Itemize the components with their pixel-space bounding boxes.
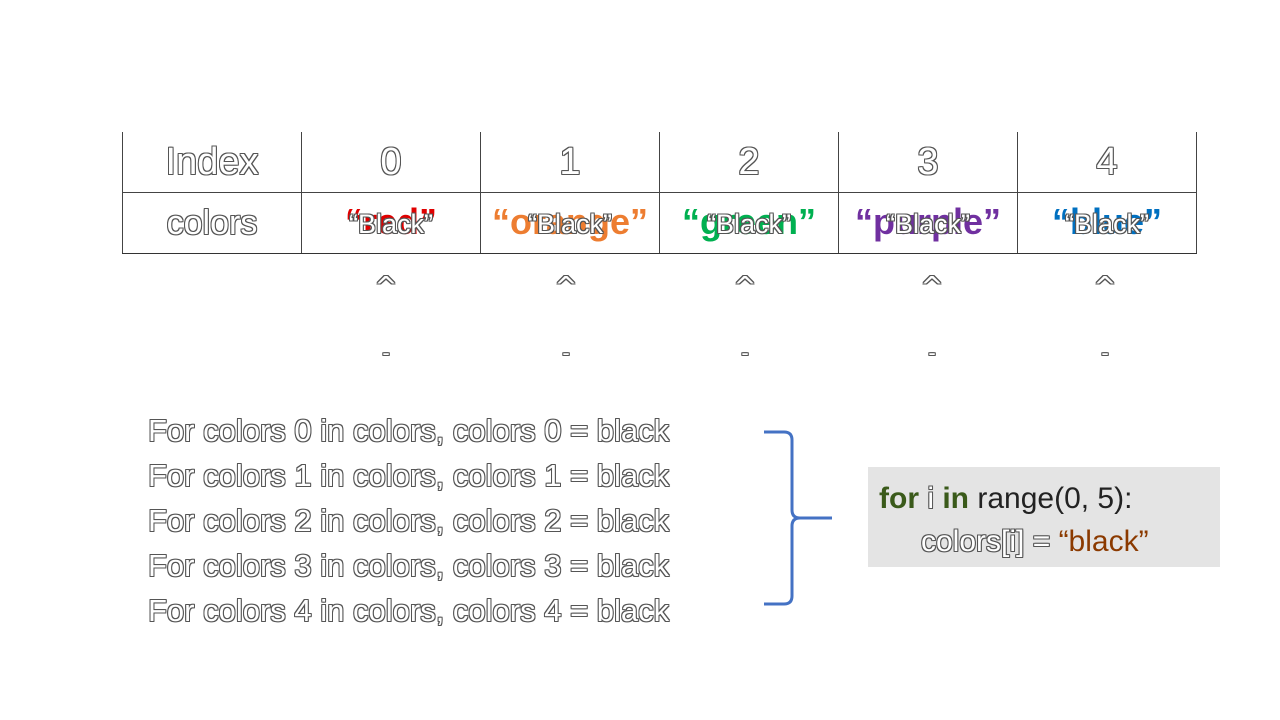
code-box: for i in range(0, 5): colors[i] = “black… xyxy=(868,467,1220,567)
colors-cell-3: “purple” “Black” xyxy=(838,192,1018,254)
loop-line-2: For colors 2 in colors, colors 2 = black xyxy=(148,503,670,538)
pointer-caret-0: ^ xyxy=(374,270,398,303)
index-0: 0 xyxy=(301,132,481,193)
black-value-0: “Black” xyxy=(348,209,433,239)
pointer-caret-2: ^ xyxy=(733,270,757,303)
index-1: 1 xyxy=(480,132,660,193)
loop-line-1: For colors 1 in colors, colors 1 = black xyxy=(148,458,670,493)
code-var-i: i xyxy=(919,482,943,515)
colors-cell-4: “blue” “Black” xyxy=(1017,192,1197,254)
index-3: 3 xyxy=(838,132,1018,193)
code-line-1: for i in range(0, 5): xyxy=(879,477,1220,520)
keyword-for: for xyxy=(879,482,919,515)
code-range: range(0, 5): xyxy=(969,482,1133,515)
black-value-3: “Black” xyxy=(885,209,970,239)
black-value-1: “Black” xyxy=(527,209,612,239)
colors-label: colors xyxy=(122,192,302,254)
colors-cell-0: “red” “Black” xyxy=(301,192,481,254)
pointer-dash-2: - xyxy=(741,340,749,365)
colors-row: colors “red” “Black” “orange” “Black” “g… xyxy=(122,192,1197,254)
pointer-dash-0: - xyxy=(382,340,390,365)
code-target: colors[i] = xyxy=(921,525,1059,558)
colors-table: Index 0 1 2 3 4 colors “red” “Black” “or… xyxy=(122,132,1197,254)
loop-line-3: For colors 3 in colors, colors 3 = black xyxy=(148,548,670,583)
original-value-4: “blue” xyxy=(1051,201,1162,242)
pointer-caret-1: ^ xyxy=(554,270,578,303)
code-line-2: colors[i] = “black” xyxy=(879,520,1220,563)
right-brace-icon xyxy=(764,430,832,606)
code-string: “black” xyxy=(1058,525,1149,558)
colors-cell-2: “green” “Black” xyxy=(659,192,839,254)
colors-cell-1: “orange” “Black” xyxy=(480,192,660,254)
index-4: 4 xyxy=(1017,132,1197,193)
index-label: Index xyxy=(122,132,302,193)
index-row: Index 0 1 2 3 4 xyxy=(122,132,1197,193)
black-value-4: “Black” xyxy=(1064,209,1149,239)
original-value-3: “purple” xyxy=(854,201,1001,242)
index-2: 2 xyxy=(659,132,839,193)
pointer-caret-3: ^ xyxy=(920,270,944,303)
original-value-1: “orange” xyxy=(491,201,649,242)
pointer-dash-1: - xyxy=(562,340,570,365)
black-value-2: “Black” xyxy=(706,209,791,239)
loop-line-4: For colors 4 in colors, colors 4 = black xyxy=(148,593,670,628)
pointer-dash-3: - xyxy=(928,340,936,365)
original-value-0: “red” xyxy=(344,201,438,242)
original-value-2: “green” xyxy=(681,201,817,242)
loop-line-0: For colors 0 in colors, colors 0 = black xyxy=(148,413,670,448)
keyword-in: in xyxy=(942,482,970,515)
pointer-caret-4: ^ xyxy=(1093,270,1117,303)
pointer-dash-4: - xyxy=(1101,340,1109,365)
loop-expansion: For colors 0 in colors, colors 0 = black… xyxy=(148,408,669,633)
